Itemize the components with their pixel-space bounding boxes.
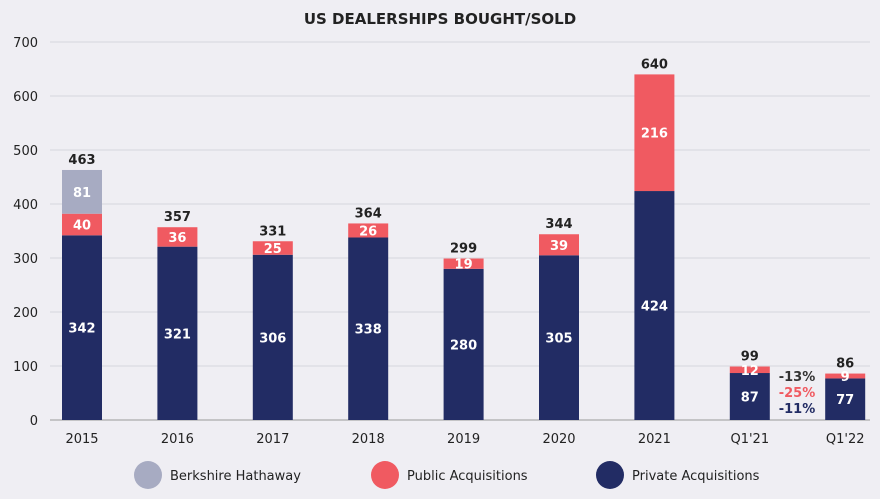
- bar-segment: [443, 268, 484, 420]
- bar-segment: [348, 237, 389, 420]
- x-tick-label: 2018: [352, 432, 385, 447]
- bar-segment: [443, 258, 484, 269]
- total-label: 364: [355, 206, 382, 221]
- bar-segment: [825, 378, 866, 420]
- x-tick-label: 2019: [447, 432, 480, 447]
- change-annotation: -13%: [779, 370, 816, 385]
- y-tick-label: 0: [30, 414, 38, 429]
- x-tick-label: Q1'22: [826, 432, 865, 447]
- legend-swatch: [371, 461, 399, 489]
- bar-segment: [539, 234, 579, 256]
- segment-value-label: 36: [168, 231, 186, 246]
- y-tick-label: 100: [13, 360, 38, 375]
- change-annotation: -25%: [779, 386, 816, 401]
- segment-value-label: 26: [359, 224, 377, 239]
- total-label: 463: [68, 153, 95, 168]
- legend-label: Private Acquisitions: [632, 469, 760, 484]
- total-label: 86: [836, 357, 854, 372]
- segment-value-label: 280: [450, 338, 477, 353]
- bar-segment: [729, 373, 770, 420]
- x-tick-label: 2021: [638, 432, 671, 447]
- y-tick-label: 300: [13, 252, 38, 267]
- segment-value-label: 338: [355, 323, 382, 338]
- total-label: 357: [164, 210, 191, 225]
- segment-value-label: 321: [164, 327, 191, 342]
- segment-value-label: 216: [641, 127, 668, 142]
- total-label: 331: [259, 224, 286, 239]
- bar-segment: [62, 213, 102, 236]
- bar-segment: [157, 246, 198, 420]
- total-label: 344: [545, 217, 572, 232]
- y-tick-label: 500: [13, 144, 38, 159]
- x-tick-label: 2020: [542, 432, 575, 447]
- bar-segment: [62, 235, 102, 420]
- bar-segment: [252, 254, 293, 420]
- bar-segment: [252, 241, 293, 255]
- y-tick-label: 400: [13, 198, 38, 213]
- bar-segment: [62, 169, 102, 214]
- x-tick-label: 2016: [161, 432, 194, 447]
- legend-label: Berkshire Hathaway: [170, 469, 301, 484]
- segment-value-label: 25: [264, 242, 282, 257]
- bar-segment: [539, 255, 579, 420]
- segment-value-label: 12: [741, 364, 759, 379]
- segment-value-label: 305: [545, 332, 572, 347]
- x-tick-label: 2017: [256, 432, 289, 447]
- y-tick-label: 700: [13, 36, 38, 51]
- segment-value-label: 306: [259, 331, 286, 346]
- total-label: 640: [641, 57, 668, 72]
- chart-title: US DEALERSHIPS BOUGHT/SOLD: [304, 10, 576, 28]
- segment-value-label: 424: [641, 300, 668, 315]
- segment-value-label: 77: [836, 393, 854, 408]
- bar-segment: [634, 191, 675, 420]
- total-label: 99: [741, 350, 759, 365]
- x-tick-label: 2015: [65, 432, 98, 447]
- bar-segment: [348, 223, 389, 238]
- total-label: 299: [450, 242, 477, 257]
- bar-segment: [634, 74, 675, 192]
- segment-value-label: 81: [73, 186, 91, 201]
- change-annotation: -11%: [779, 402, 816, 417]
- segment-value-label: 9: [841, 370, 850, 385]
- segment-value-label: 39: [550, 239, 568, 254]
- segment-value-label: 40: [73, 219, 91, 234]
- bar-segment: [825, 373, 866, 379]
- legend-label: Public Acquisitions: [407, 469, 528, 484]
- y-tick-label: 600: [13, 90, 38, 105]
- x-tick-label: Q1'21: [730, 432, 769, 447]
- y-tick-label: 200: [13, 306, 38, 321]
- legend-swatch: [596, 461, 624, 489]
- segment-value-label: 342: [68, 322, 95, 337]
- segment-value-label: 19: [455, 258, 473, 273]
- legend-swatch: [134, 461, 162, 489]
- segment-value-label: 87: [741, 391, 759, 406]
- bar-segment: [729, 366, 770, 374]
- bar-segment: [157, 227, 198, 247]
